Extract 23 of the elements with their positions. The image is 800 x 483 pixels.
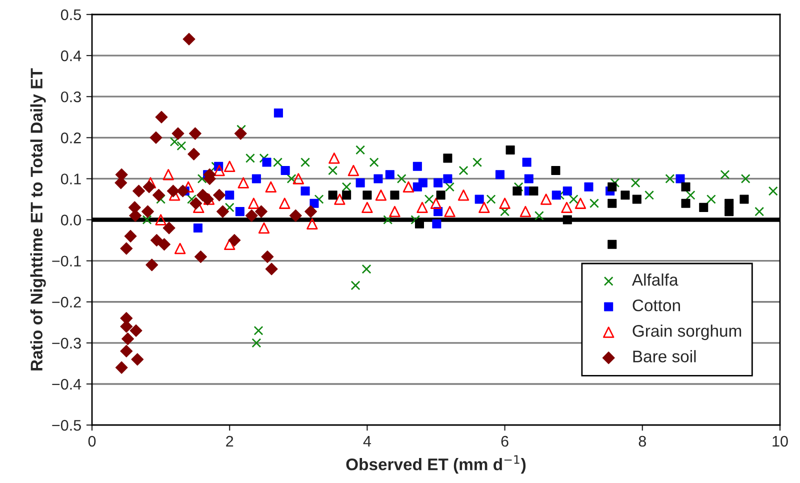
y-tick-label: −0.2 — [52, 296, 81, 308]
x-tick-label: 6 — [501, 436, 508, 447]
legend-label: Grain sorghum — [632, 324, 742, 340]
legend-label: Cotton — [632, 299, 680, 312]
y-tick-label: 0.2 — [60, 132, 81, 144]
y-tick-label: 0.0 — [60, 214, 81, 226]
y-tick-label: −0.5 — [52, 420, 81, 431]
y-tick-label: 0.3 — [60, 91, 81, 102]
y-tick-label: 0.4 — [60, 50, 82, 62]
x-tick-label: 2 — [226, 436, 234, 447]
x-tick-label: 8 — [638, 436, 646, 447]
y-tick-label: 0.5 — [60, 9, 81, 20]
y-tick-label: −0.3 — [52, 338, 81, 349]
y-tick-label: 0.1 — [60, 174, 81, 184]
y-tick-label: −0.4 — [52, 378, 82, 390]
legend-label: Bare soil — [633, 350, 696, 362]
x-axis-title: Observed ET (mm d$^{−1}$) — [346, 455, 526, 474]
legend-label: Alfalfa — [632, 274, 678, 286]
x-tick-label: 0 — [88, 436, 96, 447]
x-tick-label: 4 — [363, 436, 371, 447]
y-axis-title: Ratio of Nighttime ET to Total Daily ET — [30, 68, 46, 370]
x-tick-label: 10 — [772, 436, 788, 447]
y-tick-label: −0.1 — [52, 256, 81, 267]
